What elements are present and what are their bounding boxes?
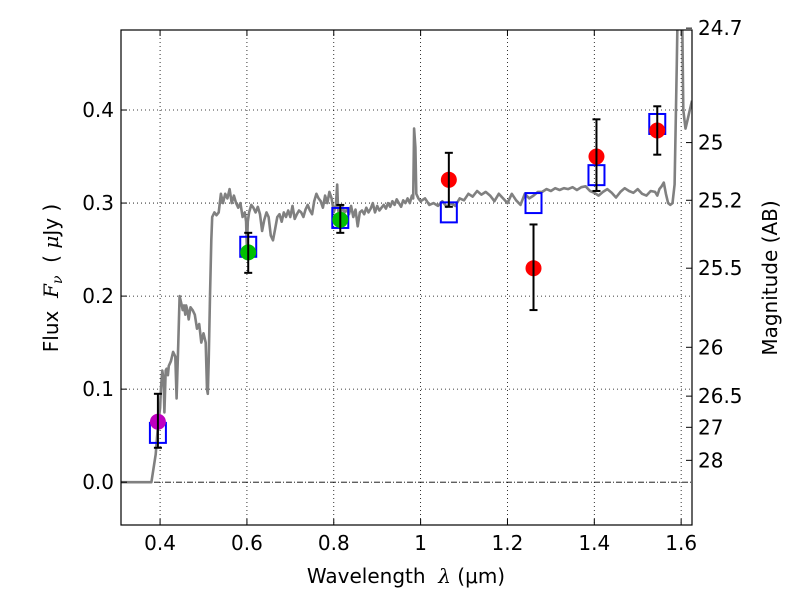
x-axis-ticks: 0.4 0.6 0.8 1 1.2 1.4 1.6 — [144, 30, 697, 555]
y-axis-label-mu: μ — [39, 236, 63, 249]
grid — [121, 30, 692, 525]
x-tick-label: 1.4 — [578, 531, 610, 555]
x-axis-label-symbol: λ — [437, 564, 451, 588]
y-tick-label: 0.0 — [82, 470, 114, 494]
y2-tick-label: 26.5 — [698, 384, 743, 408]
x-tick-label: 1.6 — [665, 531, 697, 555]
y2-tick-label: 26 — [698, 335, 723, 359]
x-tick-label: 0.6 — [231, 531, 263, 555]
y2-tick-label: 24.7 — [698, 16, 743, 40]
y-axis-label-symbol: F — [39, 283, 63, 299]
x-axis-label-unit: (μm) — [451, 564, 505, 588]
x-axis-label-text: Wavelength — [307, 564, 438, 588]
model-spectrum-group — [121, 30, 692, 484]
x-tick-label: 1 — [414, 531, 427, 555]
y-tick-label: 0.1 — [82, 377, 114, 401]
model-photometry-square — [524, 192, 543, 215]
y2-tick-label: 25.2 — [698, 188, 743, 212]
y-tick-label: 0.4 — [82, 98, 114, 122]
y2-axis-ticks: 24.7 25 25.2 25.5 26 26.5 27 28 — [686, 16, 743, 472]
y-axis-label-close: Jy ) — [39, 204, 63, 238]
errorbars-group — [153, 105, 662, 449]
model-photometry-group — [148, 112, 667, 444]
x-tick-label: 0.8 — [318, 531, 350, 555]
plot-frame — [120, 29, 693, 526]
x-tick-label: 0.4 — [144, 531, 176, 555]
y-axis-label-open: ( — [39, 249, 63, 276]
y2-axis-label: Magnitude (AB) — [758, 200, 782, 355]
y-axis-label: Flux Fν ( μJy ) — [39, 204, 66, 352]
y-tick-label: 0.2 — [82, 284, 114, 308]
x-axis-label: Wavelength λ (μm) — [307, 564, 505, 588]
y2-tick-label: 27 — [698, 415, 723, 439]
y2-tick-label: 28 — [698, 448, 723, 472]
y2-tick-label: 25.5 — [698, 256, 743, 280]
x-tick-label: 1.2 — [492, 531, 524, 555]
y-axis-ticks: 0.0 0.1 0.2 0.3 0.4 — [82, 98, 127, 494]
y-axis-label-subscript: ν — [50, 275, 66, 284]
model-spectrum-line — [121, 30, 692, 484]
y2-tick-label: 25 — [698, 131, 723, 155]
y-axis-label-text: Flux — [39, 298, 63, 352]
y-tick-label: 0.3 — [82, 191, 114, 215]
plot-area — [121, 30, 692, 484]
